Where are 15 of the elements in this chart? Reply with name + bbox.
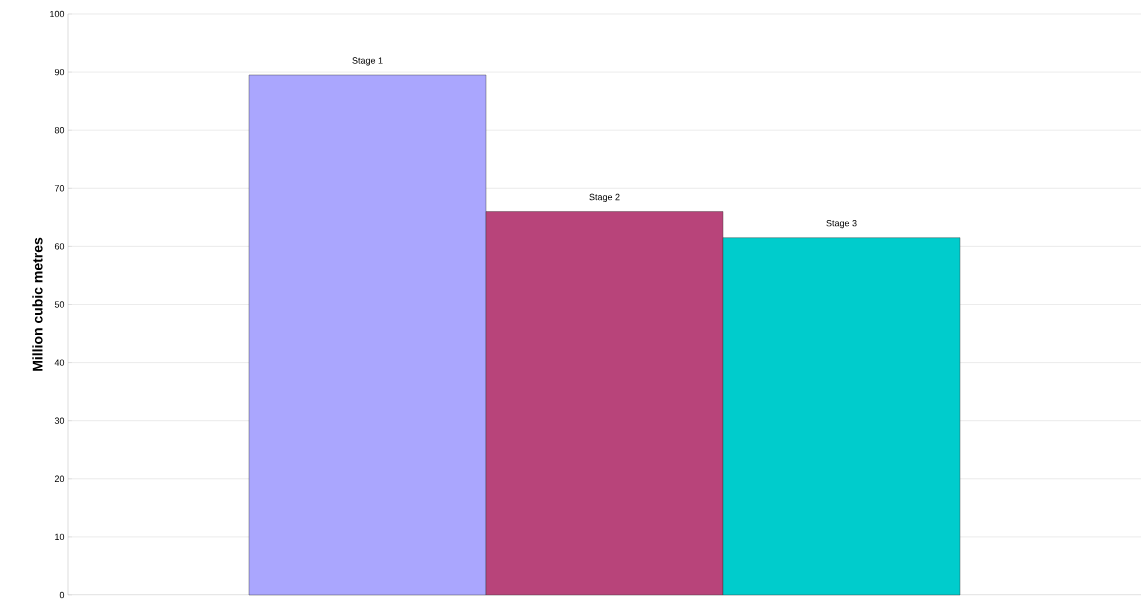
y-axis-title: Million cubic metres [32,237,43,371]
y-tick-label: 20 [54,475,65,482]
y-tick-label: 0 [59,591,65,599]
y-tick-label: 70 [54,185,65,192]
series-label: Stage 3 [826,219,857,229]
y-tick-label: 100 [50,10,65,18]
y-tick-label: 40 [54,359,65,366]
y-tick-label: 90 [54,68,65,76]
y-tick-label: 30 [54,417,65,424]
y-tick-label: 50 [54,301,65,308]
y-tick-label: 80 [54,127,65,134]
y-tick-label: 60 [54,243,65,250]
y-tick-label: 10 [55,533,65,541]
series-label: Stage 1 [352,57,383,66]
series-label: Stage 2 [589,193,620,202]
